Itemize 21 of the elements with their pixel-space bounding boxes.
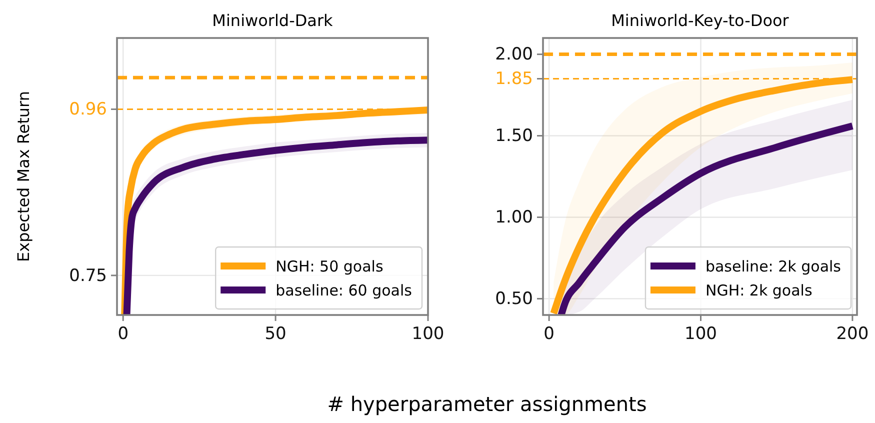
y-tick-label: 1.85 <box>495 69 533 90</box>
legend-label: NGH: 2k goals <box>705 281 812 300</box>
x-tick-label: 100 <box>412 324 444 344</box>
x-tick-label: 200 <box>836 324 869 344</box>
chart-title: Miniworld-Dark <box>212 11 334 30</box>
legend-label: NGH: 50 goals <box>276 257 384 276</box>
legend-label: baseline: 2k goals <box>705 257 842 276</box>
x-tick-label: 0 <box>118 324 129 344</box>
y-tick-label: 1.50 <box>495 126 533 146</box>
y-tick-label: 1.00 <box>495 208 533 228</box>
x-tick-label: 100 <box>684 324 717 344</box>
y-tick-label: 2.00 <box>495 44 533 65</box>
x-tick-label: 50 <box>264 324 286 344</box>
x-axis-title: # hyperparameter assignments <box>327 392 647 416</box>
y-tick-label: 0.75 <box>69 266 107 286</box>
chart-title: Miniworld-Key-to-Door <box>611 11 790 30</box>
y-tick-label: 0.50 <box>495 289 533 310</box>
legend-label: baseline: 60 goals <box>276 281 412 300</box>
y-axis-title: Expected Max Return <box>14 91 33 262</box>
x-tick-label: 0 <box>544 324 554 344</box>
y-tick-label: 0.96 <box>69 100 107 120</box>
